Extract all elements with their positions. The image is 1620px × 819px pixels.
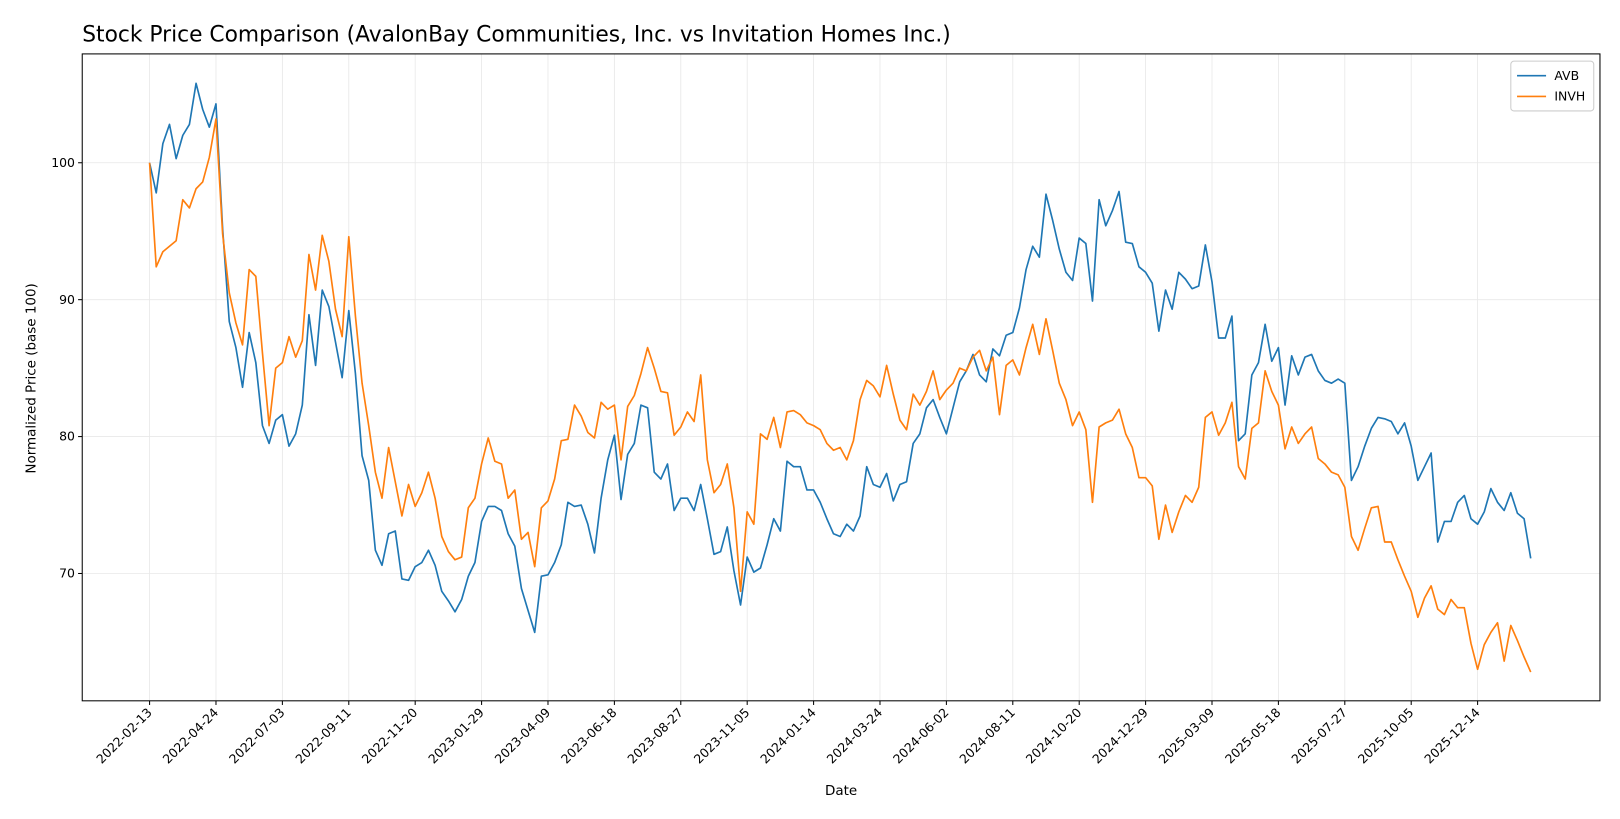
x-tick-label: 2022-07-03	[226, 705, 288, 767]
x-tick-label: 2022-04-24	[159, 705, 221, 767]
x-axis-label: Date	[825, 783, 857, 799]
grid	[82, 53, 1600, 701]
x-tick-label: 2025-05-18	[1222, 705, 1284, 767]
x-tick-label: 2024-03-24	[824, 705, 886, 767]
x-tick-label: 2024-01-14	[757, 705, 819, 767]
chart-title: Stock Price Comparison (AvalonBay Commun…	[82, 22, 951, 47]
x-tick-label: 2025-12-14	[1421, 705, 1483, 767]
x-tick-label: 2022-09-11	[292, 705, 354, 767]
series-line	[148, 118, 1532, 673]
x-tick-label: 2023-06-18	[558, 705, 620, 767]
y-tick-label: 80	[59, 429, 75, 444]
x-tick-label: 2024-08-11	[956, 705, 1018, 767]
plot-frame	[81, 53, 1601, 702]
legend-box	[1510, 60, 1595, 112]
y-tick-label: 90	[59, 292, 75, 307]
y-tick-label: 100	[51, 155, 75, 170]
x-tick-label: 2025-07-27	[1288, 705, 1350, 767]
legend-label: INVH	[1554, 89, 1585, 104]
x-tick-label: 2023-11-05	[691, 705, 753, 767]
legend: AVB INVH	[1510, 60, 1595, 112]
x-tick-label: 2024-10-20	[1023, 705, 1085, 767]
series-line	[148, 82, 1532, 634]
x-tick-label: 2024-12-29	[1089, 705, 1151, 767]
legend-label: AVB	[1554, 68, 1579, 83]
x-tick-label: 2024-06-02	[890, 705, 952, 767]
x-tick-label: 2025-03-09	[1156, 705, 1218, 767]
x-tick-label: 2022-11-20	[359, 705, 421, 767]
x-tick-label: 2022-02-13	[93, 705, 155, 767]
x-tick-label: 2023-04-09	[492, 705, 554, 767]
lines	[148, 82, 1532, 673]
y-tick-label: 70	[59, 566, 75, 581]
x-tick-label: 2025-10-05	[1355, 705, 1417, 767]
x-tick-label: 2023-08-27	[624, 705, 686, 767]
y-axis-label: Normalized Price (base 100)	[24, 283, 40, 473]
x-tick-label: 2023-01-29	[425, 705, 487, 767]
